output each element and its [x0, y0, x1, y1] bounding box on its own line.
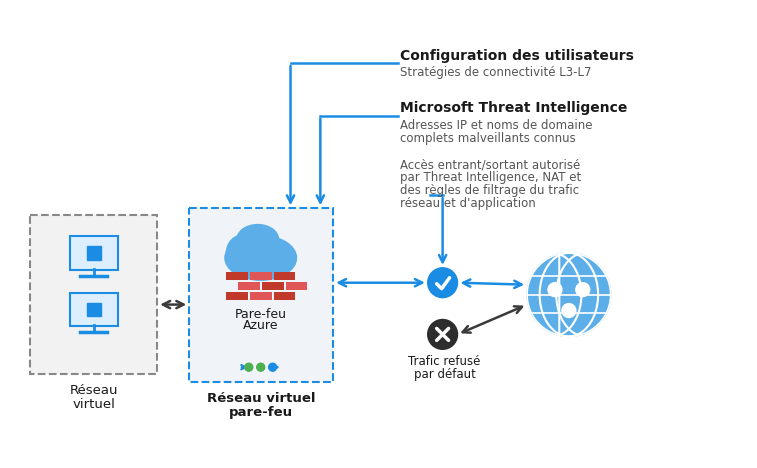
Circle shape — [257, 363, 265, 371]
FancyBboxPatch shape — [30, 215, 157, 374]
Circle shape — [269, 363, 276, 371]
FancyBboxPatch shape — [250, 272, 272, 280]
Text: Réseau: Réseau — [70, 384, 118, 397]
Ellipse shape — [237, 225, 279, 255]
Text: Trafic refusé: Trafic refusé — [409, 355, 481, 368]
FancyBboxPatch shape — [285, 282, 307, 290]
Circle shape — [245, 363, 253, 371]
FancyBboxPatch shape — [226, 292, 248, 300]
FancyBboxPatch shape — [70, 292, 117, 327]
Text: par Threat Intelligence, NAT et: par Threat Intelligence, NAT et — [400, 171, 581, 184]
Text: Azure: Azure — [243, 320, 279, 332]
Text: Configuration des utilisateurs: Configuration des utilisateurs — [400, 49, 634, 63]
FancyBboxPatch shape — [273, 272, 295, 280]
Text: pare-feu: pare-feu — [229, 406, 293, 419]
FancyBboxPatch shape — [87, 303, 101, 316]
Text: réseau et d'application: réseau et d'application — [400, 197, 536, 210]
Circle shape — [576, 283, 590, 297]
FancyBboxPatch shape — [87, 246, 101, 260]
Text: complets malveillants connus: complets malveillants connus — [400, 132, 575, 145]
FancyBboxPatch shape — [250, 292, 272, 300]
Text: par défaut: par défaut — [413, 368, 475, 381]
Circle shape — [428, 268, 457, 298]
Circle shape — [562, 304, 576, 317]
Text: Adresses IP et noms de domaine: Adresses IP et noms de domaine — [400, 119, 593, 132]
FancyBboxPatch shape — [262, 282, 284, 290]
FancyBboxPatch shape — [273, 292, 295, 300]
Text: Pare-feu: Pare-feu — [235, 307, 287, 321]
Ellipse shape — [225, 235, 297, 280]
FancyBboxPatch shape — [70, 236, 117, 270]
FancyBboxPatch shape — [226, 272, 248, 280]
FancyBboxPatch shape — [238, 282, 260, 290]
Text: Microsoft Threat Intelligence: Microsoft Threat Intelligence — [400, 101, 628, 115]
Ellipse shape — [226, 235, 259, 271]
Circle shape — [548, 283, 562, 297]
Text: Stratégies de connectivité L3-L7: Stratégies de connectivité L3-L7 — [400, 66, 591, 79]
Circle shape — [428, 320, 457, 349]
FancyBboxPatch shape — [189, 208, 333, 382]
Text: Accès entrant/sortant autorisé: Accès entrant/sortant autorisé — [400, 159, 580, 171]
Circle shape — [527, 253, 611, 336]
Text: Réseau virtuel: Réseau virtuel — [207, 392, 316, 405]
Ellipse shape — [260, 241, 294, 271]
Text: virtuel: virtuel — [72, 398, 115, 411]
Text: des règles de filtrage du trafic: des règles de filtrage du trafic — [400, 184, 579, 197]
